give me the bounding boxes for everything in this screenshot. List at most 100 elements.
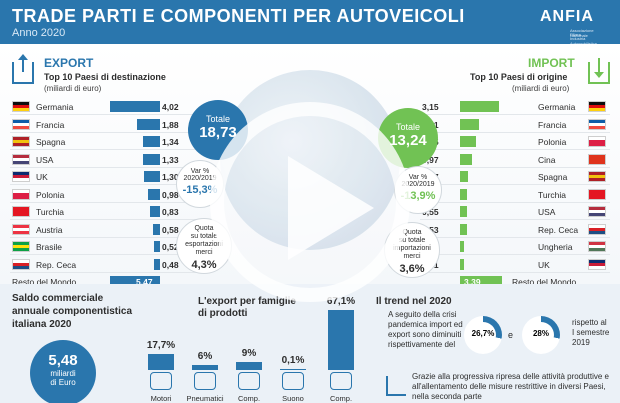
logo-line-3: Industria Automobilistica <box>570 36 597 46</box>
export-row: Turchia 0,83 <box>10 203 200 220</box>
export-country-name: Rep. Ceca <box>36 259 77 270</box>
play-icon <box>288 156 374 260</box>
export-var-label: Var % 2020/2019 <box>183 168 217 182</box>
import-row-divider <box>420 254 610 255</box>
export-row: Germania 4,02 <box>10 98 200 115</box>
export-bar <box>143 171 160 182</box>
import-country-name: Ungheria <box>538 242 573 252</box>
flag-es-icon <box>12 136 30 147</box>
export-value: 0,48 <box>162 259 179 270</box>
import-quota-value: 3,6% <box>399 263 425 275</box>
family-value: 9% <box>241 347 257 359</box>
bottom-section <box>0 284 620 403</box>
export-row: Rep. Ceca 0,48 <box>10 256 200 273</box>
family-value: 67,1% <box>326 296 356 307</box>
export-row-divider <box>10 219 200 220</box>
trend-and: e <box>508 330 514 340</box>
flag-us-icon <box>588 206 606 217</box>
export-row: Francia 1,88 <box>10 116 200 133</box>
import-decline-donut: 26,7% <box>464 316 502 354</box>
export-value: 4,02 <box>162 102 179 112</box>
flag-fr-icon <box>588 118 606 130</box>
import-row-divider <box>420 166 610 168</box>
import-bar <box>460 171 469 182</box>
family-bar <box>280 369 306 370</box>
family-value: 6% <box>197 350 213 362</box>
export-row: UK 1,30 <box>10 168 200 185</box>
export-decline-donut: 28% <box>522 316 560 354</box>
flag-hu-icon <box>588 241 606 252</box>
export-country-name: UK <box>36 172 48 182</box>
logo-line-2: Filiera <box>570 32 581 37</box>
export-bar <box>136 118 160 130</box>
export-quota-label: Quota su totale esportazioni merci <box>185 225 223 256</box>
export-bar <box>143 136 160 147</box>
import-quota-label: Quota su totale importazioni merci <box>393 229 431 260</box>
export-country-name: USA <box>36 154 54 165</box>
import-row-divider <box>420 271 610 273</box>
import-country-name: Turchia <box>538 189 567 200</box>
trend-title: Il trend nel 2020 <box>376 296 452 307</box>
export-row-divider <box>10 254 200 255</box>
export-country-name: Austria <box>36 224 63 235</box>
page-title: TRADE PARTI E COMPONENTI PER AUTOVEICOLI <box>12 6 465 26</box>
export-row: Brasile 0,52 <box>10 238 200 255</box>
export-bar <box>154 258 160 270</box>
export-total-value: 18,73 <box>199 124 237 141</box>
donut-value-2: 28% <box>532 329 549 338</box>
import-value: 3,39 <box>464 277 481 287</box>
import-unit: (miliardi di euro) <box>512 84 570 93</box>
families-title: L'export per famiglie di prodotti <box>198 296 296 319</box>
export-value: 1,33 <box>162 154 179 165</box>
export-row-divider <box>10 166 200 168</box>
flag-pl-icon <box>12 188 30 200</box>
import-row-divider <box>420 114 610 115</box>
flag-es-icon <box>588 171 606 182</box>
flag-at-icon <box>12 223 30 235</box>
flag-tr-icon <box>12 206 30 217</box>
flag-cz-icon <box>588 223 606 235</box>
import-row: Germania 3,15 <box>420 98 610 115</box>
export-value: 1,88 <box>162 119 179 130</box>
import-arrow-icon <box>588 58 610 84</box>
export-total-label: Totale <box>205 114 231 124</box>
export-row-divider <box>10 271 200 273</box>
export-country-name: Brasile <box>36 242 62 252</box>
play-button[interactable] <box>210 102 410 302</box>
import-total-value: 13,24 <box>389 132 427 149</box>
import-row-divider <box>420 236 610 238</box>
import-country-name: Spagna <box>538 172 568 182</box>
import-bar <box>460 188 468 200</box>
export-country-name: Germania <box>36 102 74 112</box>
family-label: Comp. <box>329 394 353 403</box>
export-country-name: Polonia <box>36 189 65 200</box>
flag-pl-icon <box>588 136 606 147</box>
family-value: 17,7% <box>146 340 176 352</box>
import-row-divider <box>420 201 610 203</box>
import-value: 0,55 <box>422 207 439 217</box>
import-bar <box>460 223 467 235</box>
import-value: 3,15 <box>422 102 439 112</box>
export-country-name: Francia <box>36 119 65 130</box>
export-value: 1,30 <box>162 172 179 182</box>
import-row-divider <box>420 219 610 220</box>
import-row-divider <box>420 184 610 185</box>
import-row-divider <box>420 131 610 133</box>
trend-text-2: Grazie alla progressiva ripresa delle at… <box>412 372 609 401</box>
import-country-name: USA <box>538 207 556 217</box>
import-bar <box>460 118 479 130</box>
export-bar <box>152 223 160 235</box>
import-country-name: Francia <box>538 119 567 130</box>
import-bar <box>460 136 476 147</box>
export-bar <box>147 188 160 200</box>
flag-de-icon <box>12 101 30 112</box>
import-country-name: Resto del Mondo <box>512 277 577 287</box>
family-label: Pneumatici <box>186 394 224 403</box>
export-row-divider <box>10 131 200 133</box>
export-value: 1,34 <box>162 137 179 147</box>
export-value: 0,83 <box>162 207 179 217</box>
import-title: IMPORT <box>528 56 575 70</box>
export-country-name: Spagna <box>36 137 66 147</box>
export-row: Polonia 0,98 <box>10 186 200 203</box>
logo-line-1: Associazione Nazionale <box>570 28 594 38</box>
